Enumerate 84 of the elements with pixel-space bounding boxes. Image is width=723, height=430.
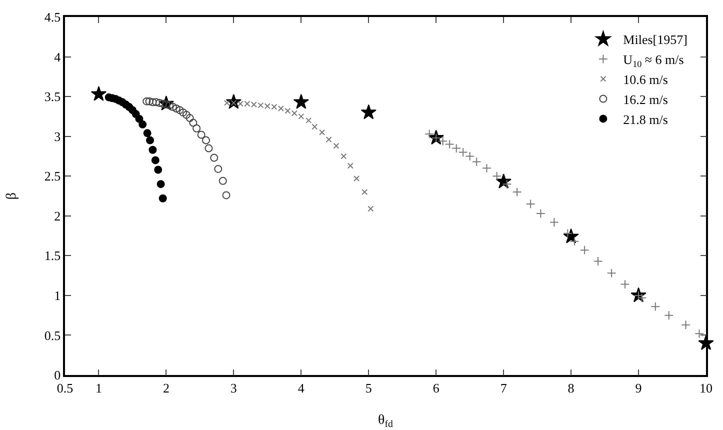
- point: [650, 302, 660, 312]
- point: [620, 280, 630, 290]
- point: [312, 124, 318, 130]
- x-tick-label: 10: [700, 380, 712, 396]
- point: [210, 154, 218, 162]
- x-tick-label: 7: [500, 380, 508, 396]
- point: [347, 162, 354, 169]
- point: [362, 189, 368, 196]
- point: [202, 136, 210, 144]
- point: [222, 191, 230, 200]
- x-tick-label: 8: [568, 380, 574, 396]
- point: [580, 245, 590, 255]
- point: [143, 129, 152, 138]
- y-tick-label: 3.5: [44, 89, 61, 104]
- x-tick-label: 3: [230, 380, 237, 396]
- point: [138, 120, 147, 128]
- point: [570, 236, 580, 246]
- legend-label: 16.2 m/s: [623, 92, 668, 107]
- point: [512, 187, 522, 197]
- point: [218, 176, 227, 185]
- point: [192, 124, 201, 132]
- point: [142, 97, 151, 106]
- point: [168, 102, 177, 111]
- point: [340, 153, 347, 160]
- point: [145, 97, 154, 106]
- point: [526, 199, 536, 209]
- y-tick-label: 0: [54, 368, 61, 383]
- point: [353, 176, 360, 182]
- legend-label: Miles[1957]: [623, 32, 688, 48]
- point: [156, 180, 165, 188]
- point: [492, 171, 502, 181]
- point: [536, 208, 546, 218]
- y-tick-label: 4: [54, 49, 62, 64]
- point: [148, 146, 157, 154]
- point: [333, 142, 340, 149]
- point: [549, 218, 559, 227]
- point: [214, 164, 222, 173]
- point: [158, 194, 167, 202]
- y-tick-label: 1: [54, 288, 61, 303]
- point: [319, 129, 326, 136]
- point: [368, 206, 374, 212]
- y-tick-label: 0.5: [44, 328, 61, 343]
- point: [186, 114, 194, 122]
- x-tick-label: 4: [298, 380, 305, 396]
- point: [197, 130, 206, 139]
- point: [155, 98, 164, 107]
- point: [148, 98, 157, 106]
- point: [154, 166, 162, 174]
- legend-label: 10.6 m/s: [623, 72, 668, 87]
- point: [176, 106, 184, 114]
- x-axis-title: θ$_{fd}$: [378, 413, 394, 430]
- point: [182, 110, 190, 119]
- x-tick-label: 5: [365, 380, 372, 396]
- point: [179, 108, 188, 116]
- point: [360, 104, 376, 120]
- point: [681, 320, 690, 330]
- point: [146, 136, 154, 144]
- point: [482, 163, 492, 173]
- point: [306, 117, 312, 124]
- y-tick-label: 4.5: [44, 10, 61, 25]
- point: [326, 136, 332, 143]
- legend-label: 21.8 m/s: [623, 112, 668, 127]
- point: [172, 104, 180, 112]
- point: [593, 256, 603, 266]
- y-tick-label: 2.5: [44, 168, 61, 184]
- point: [694, 328, 704, 338]
- point: [606, 268, 616, 278]
- point: [298, 113, 304, 120]
- x-tick-label: 2: [162, 380, 170, 396]
- point: [293, 94, 309, 109]
- y-tick-label: 1.5: [44, 248, 61, 264]
- point: [90, 86, 107, 101]
- x-tick-label: 9: [635, 380, 642, 396]
- point: [664, 310, 674, 320]
- y-tick-label: 2: [54, 208, 61, 224]
- point: [152, 98, 160, 106]
- x-tick-label: 1: [95, 380, 102, 396]
- point: [151, 156, 160, 164]
- y-tick-label: 3: [54, 128, 61, 144]
- legend-label: U$_{10}$ ≈ 6 m/s: [623, 52, 684, 69]
- y-axis-title: β: [4, 192, 20, 200]
- point: [204, 144, 213, 152]
- point: [189, 118, 198, 127]
- x-tick-label: 6: [432, 380, 440, 396]
